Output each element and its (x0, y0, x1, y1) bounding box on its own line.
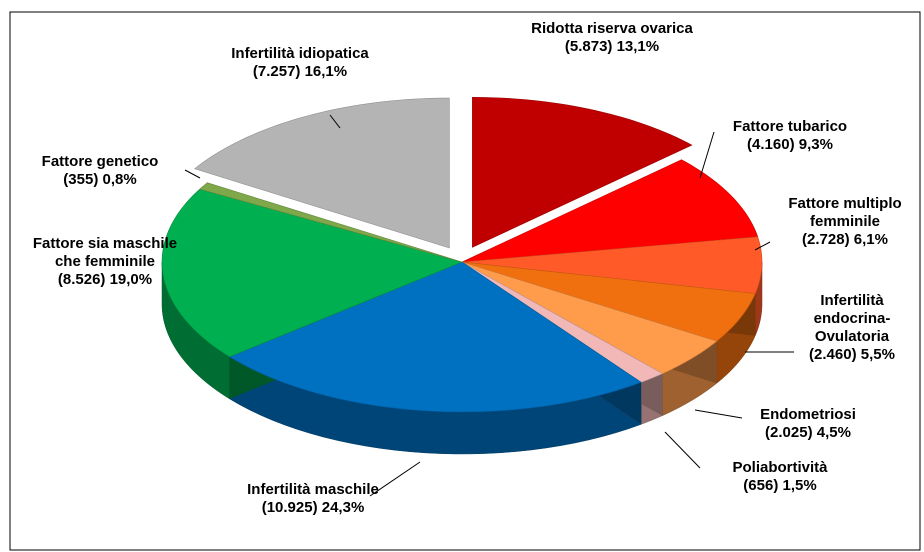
label-text: (2.728) (802, 231, 850, 248)
slice-label: Fattore sia maschile che femminile (8.526… (20, 235, 190, 289)
label-text: Fattore genetico (41, 153, 159, 170)
leader-line (699, 131, 715, 179)
label-text: Endometriosi (760, 406, 856, 423)
label-text: Fattore multiplo femminile (788, 195, 902, 230)
slice-label: Endometriosi (2.025) 4,5% (738, 406, 878, 442)
leader-line (369, 461, 421, 497)
label-text: Infertilità maschile (247, 481, 379, 498)
slice (199, 182, 463, 263)
slice (472, 97, 693, 248)
slice (194, 97, 450, 249)
label-text: (8.526) (57, 271, 106, 288)
slice (461, 159, 759, 263)
label-text: Infertilità idiopatica (231, 45, 369, 62)
label-text: 9,3% (798, 136, 833, 153)
slice-label: Fattore multiplo femminile (2.728) 6,1% (770, 195, 920, 249)
label-text: 4,5% (816, 424, 851, 441)
label-text: 13,1% (616, 38, 660, 55)
label-text: (2.460) (809, 346, 857, 363)
label-text: 16,1% (304, 63, 348, 80)
slice-label: Infertilità endocrina-Ovulatoria (2.460) … (792, 292, 912, 364)
label-text: 5,5% (860, 346, 895, 363)
leader-line (664, 431, 701, 469)
leader-line (754, 241, 771, 251)
label-text: Poliabortività (732, 459, 828, 476)
label-text: (4.160) (747, 136, 795, 153)
slice (461, 236, 763, 294)
label-text: (10.925) (261, 499, 318, 516)
label-text: 24,3% (321, 499, 365, 516)
slice-label: Infertilità idiopatica (7.257) 16,1% (225, 45, 375, 81)
slice (461, 261, 718, 374)
slice (161, 188, 463, 358)
slice-label: Poliabortività (656) 1,5% (710, 459, 850, 495)
label-text: (7.257) (252, 63, 301, 80)
label-text: 1,5% (782, 477, 817, 494)
frame (9, 11, 921, 551)
slice-label: Infertilità maschile (10.925) 24,3% (238, 481, 388, 517)
label-text: 6,1% (853, 231, 888, 248)
label-text: (656) (743, 477, 779, 494)
slice-label: Fattore tubarico (4.160) 9,3% (705, 118, 875, 154)
label-text: 19,0% (109, 271, 153, 288)
label-text: 0,8% (102, 171, 137, 188)
label-text: Ridotta riserva ovarica (531, 20, 693, 37)
label-text: Fattore tubarico (732, 118, 848, 135)
slice (461, 261, 756, 342)
label-text: Infertilità endocrina-Ovulatoria (813, 292, 891, 345)
leader-line (694, 409, 743, 419)
label-text: Fattore sia maschile che femminile (32, 235, 178, 270)
slice (228, 261, 642, 413)
label-text: (355) (63, 171, 99, 188)
slice-label: Fattore genetico (355) 0,8% (10, 153, 190, 189)
slice-label: Ridotta riserva ovarica (5.873) 13,1% (527, 20, 697, 56)
label-text: (5.873) (564, 38, 613, 55)
leader-line (184, 169, 201, 179)
leader-line (329, 114, 341, 129)
label-text: (2.025) (765, 424, 813, 441)
